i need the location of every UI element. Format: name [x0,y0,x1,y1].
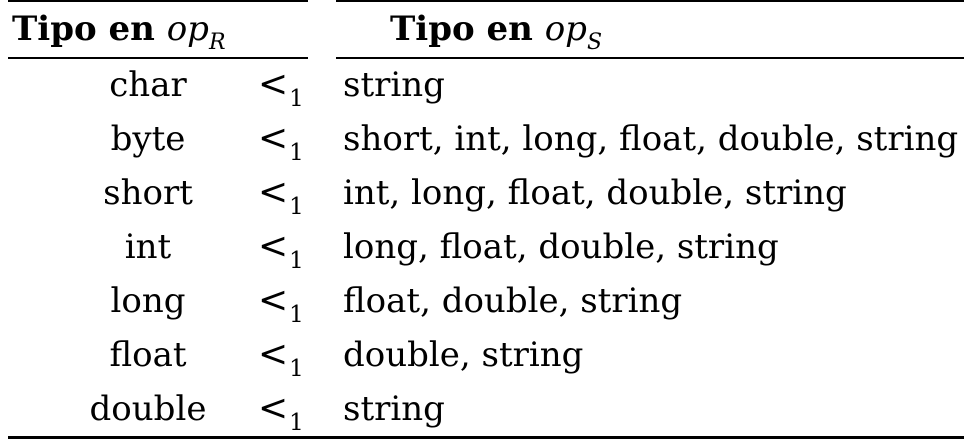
source-type-cell: byte [110,119,186,159]
source-type-cell: double [89,389,207,429]
table-row: short <1 int, long, float, double, strin… [0,166,965,220]
relation-cell: <1 [258,274,318,332]
relation-cell: <1 [258,166,318,224]
table-row: char <1 string [0,58,965,112]
relation-subscript: 1 [289,356,304,382]
table-row: double <1 string [0,382,965,436]
top-rule-left [8,0,308,2]
relation-subscript: 1 [289,302,304,328]
less-than-symbol: < [258,280,289,321]
source-type-cell: short [103,173,193,213]
target-types-cell: string [343,389,445,429]
source-type-cell: float [109,335,187,375]
header-rule-left [8,57,308,59]
source-type-cell: int [124,227,172,267]
relation-cell: <1 [258,328,318,386]
less-than-symbol: < [258,172,289,213]
header-left-subscript: R [208,30,226,55]
relation-cell: <1 [258,58,318,116]
header-left-word: Tipo en [12,9,155,49]
relation-subscript: 1 [289,410,304,436]
source-type-cell: char [109,65,187,105]
target-types-cell: float, double, string [343,281,683,321]
less-than-symbol: < [258,118,289,159]
bottom-rule [8,436,964,439]
target-types-cell: long, float, double, string [343,227,779,267]
relation-subscript: 1 [289,248,304,274]
target-types-cell: short, int, long, float, double, string [343,119,959,159]
relation-subscript: 1 [289,194,304,220]
table-row: long <1 float, double, string [0,274,965,328]
header-type-in-ops: Tipo en opS [390,4,603,55]
relation-subscript: 1 [289,86,304,112]
relation-cell: <1 [258,220,318,278]
target-types-cell: string [343,65,445,105]
table-row: int <1 long, float, double, string [0,220,965,274]
less-than-symbol: < [258,388,289,429]
less-than-symbol: < [258,334,289,375]
header-right-word: Tipo en [390,9,533,49]
header-rule-right [336,57,964,59]
header-right-math: op [544,9,587,49]
header-right-subscript: S [586,30,603,55]
source-type-cell: long [110,281,186,321]
less-than-symbol: < [258,226,289,267]
less-than-symbol: < [258,64,289,105]
relation-subscript: 1 [289,140,304,166]
table-row: byte <1 short, int, long, float, double,… [0,112,965,166]
header-type-in-opr: Tipo en opR [12,4,226,55]
target-types-cell: int, long, float, double, string [343,173,847,213]
relation-cell: <1 [258,112,318,170]
table-row: float <1 double, string [0,328,965,382]
relation-cell: <1 [258,382,318,440]
header-left-math: op [166,9,209,49]
top-rule-right [336,0,964,2]
target-types-cell: double, string [343,335,584,375]
